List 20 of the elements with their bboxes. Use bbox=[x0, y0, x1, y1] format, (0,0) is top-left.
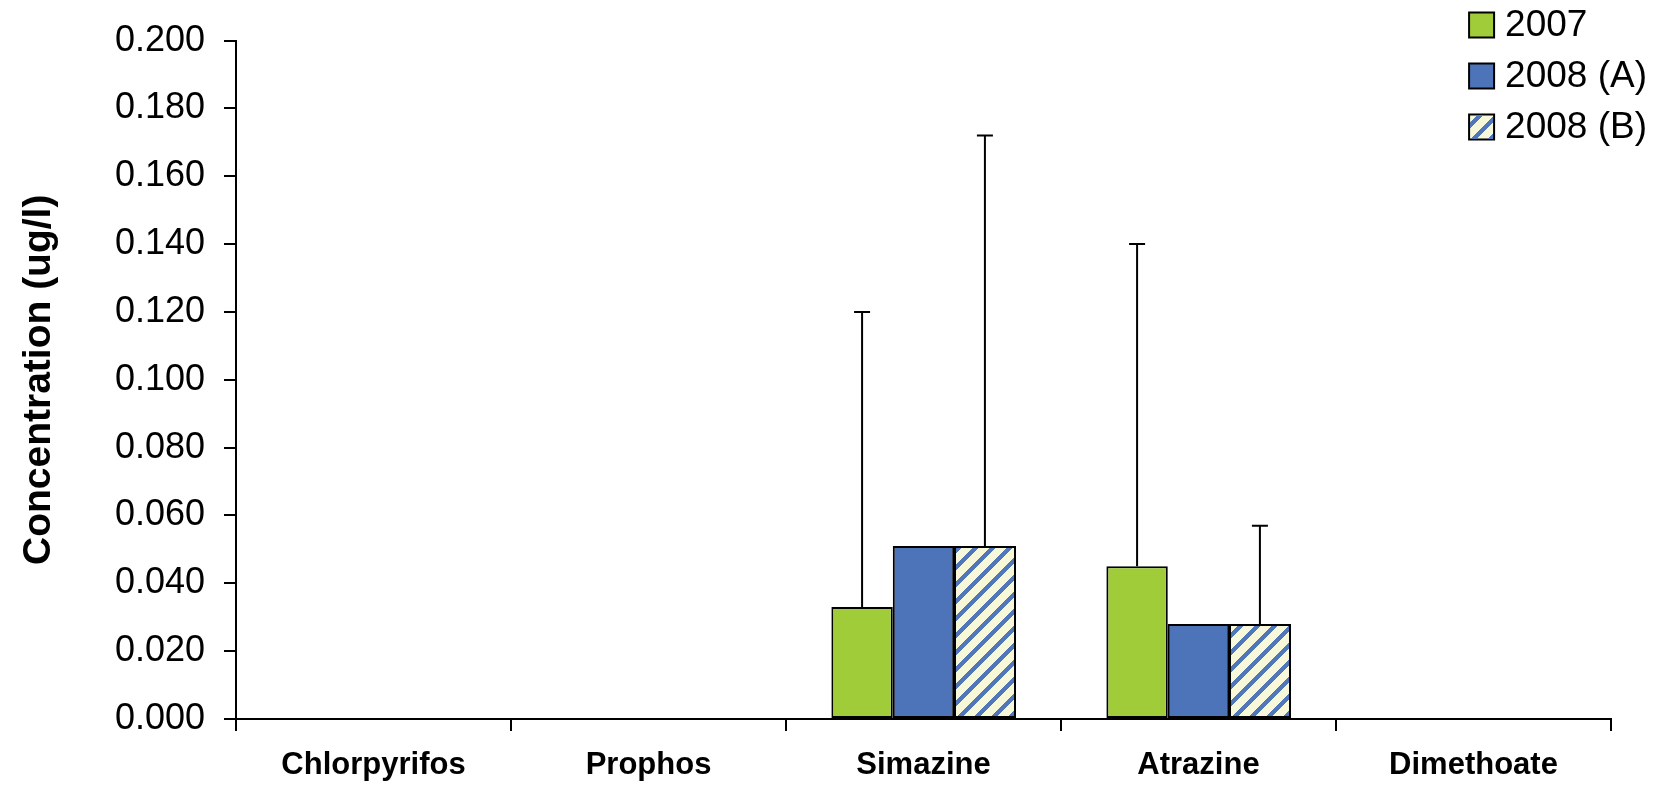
y-tick-label: 0.160 bbox=[114, 153, 205, 195]
y-tick-label: 0.120 bbox=[114, 288, 205, 330]
y-tick-label: 0.140 bbox=[114, 221, 205, 263]
y-tick-label: 0.080 bbox=[114, 424, 205, 466]
y-tick-label: 0.000 bbox=[114, 695, 205, 737]
x-tick-label: Simazine bbox=[856, 746, 991, 782]
y-axis-title: Concentration (ug/l) bbox=[15, 194, 59, 566]
y-tick-label: 0.180 bbox=[114, 85, 205, 127]
y-tick-label: 0.020 bbox=[114, 628, 205, 670]
y-tick-label: 0.200 bbox=[114, 17, 205, 59]
x-tick-label: Chlorpyrifos bbox=[281, 746, 466, 782]
legend-label: 2008 (A) bbox=[1505, 54, 1648, 96]
x-tick-label: Dimethoate bbox=[1389, 746, 1558, 782]
y-tick-label: 0.100 bbox=[114, 356, 205, 398]
y-tick-label: 0.040 bbox=[114, 560, 205, 602]
x-tick-label: Atrazine bbox=[1137, 746, 1260, 782]
legend-label: 2008 (B) bbox=[1505, 105, 1648, 147]
legend-label: 2007 bbox=[1505, 3, 1588, 45]
y-tick-label: 0.060 bbox=[114, 492, 205, 534]
x-tick-label: Prophos bbox=[585, 746, 712, 782]
